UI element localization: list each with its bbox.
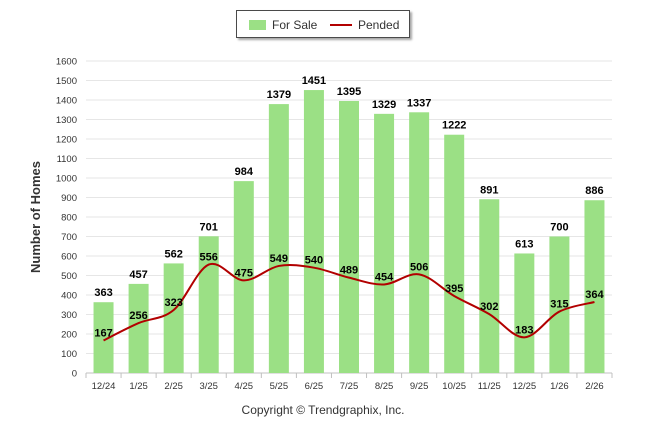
y-tick-label: 900: [61, 193, 77, 204]
x-tick-label: 12/25: [512, 381, 536, 392]
for-sale-value-label: 562: [164, 248, 182, 260]
x-tick-label: 7/25: [340, 381, 359, 392]
for-sale-value-label: 984: [235, 166, 254, 178]
pended-swatch: [330, 24, 352, 26]
pended-value-label: 323: [164, 297, 182, 309]
for-sale-value-label: 1222: [442, 120, 466, 132]
x-tick-label: 4/25: [235, 381, 254, 392]
for-sale-bar[interactable]: [549, 236, 570, 374]
x-tick-label: 1/25: [129, 381, 148, 392]
x-tick-label: 1/26: [550, 381, 569, 392]
for-sale-value-label: 886: [585, 185, 603, 197]
legend-item-for-sale[interactable]: For Sale: [249, 18, 317, 32]
for-sale-value-label: 1337: [407, 97, 431, 109]
y-tick-label: 1200: [56, 135, 77, 146]
y-tick-label: 800: [61, 213, 77, 224]
for-sale-value-label: 1451: [302, 75, 326, 87]
x-tick-label: 3/25: [199, 381, 218, 392]
x-tick-label: 9/25: [410, 381, 429, 392]
pended-value-label: 395: [445, 283, 463, 295]
pended-value-label: 256: [129, 310, 147, 322]
legend-label-for-sale: For Sale: [272, 18, 318, 32]
data-labels: 363 457 562 701 984 1379 1451 1395 1329 1337 1222 8…: [94, 75, 604, 339]
x-tick-label: 8/25: [375, 381, 394, 392]
for-sale-bar[interactable]: [93, 302, 114, 373]
for-sale-bar[interactable]: [198, 236, 219, 373]
y-tick-label: 1600: [56, 57, 77, 68]
for-sale-value-label: 1329: [372, 99, 396, 111]
y-tick-label: 1400: [56, 96, 77, 107]
y-tick-label: 1300: [56, 115, 77, 126]
pended-value-label: 364: [585, 289, 604, 301]
pended-value-label: 167: [94, 327, 112, 339]
y-tick-label: 1100: [57, 154, 77, 165]
for-sale-value-label: 457: [129, 269, 147, 281]
x-tick-label: 2/25: [164, 381, 183, 392]
legend-label-pended: Pended: [358, 18, 400, 32]
legend: For Sale Pended: [236, 10, 410, 38]
for-sale-value-label: 1395: [337, 86, 361, 98]
x-tick-label: 6/25: [305, 381, 324, 392]
y-tick-label: 200: [61, 330, 77, 341]
y-tick-label: 1500: [56, 76, 77, 87]
pended-value-label: 506: [410, 261, 428, 273]
for-sale-bar[interactable]: [444, 134, 465, 373]
for-sale-value-label: 701: [200, 221, 218, 233]
x-tick-label: 2/26: [585, 381, 604, 392]
for-sale-bar[interactable]: [339, 100, 359, 373]
for-sale-bar[interactable]: [303, 90, 324, 374]
for-sale-bar[interactable]: [374, 113, 395, 373]
for-sale-bar[interactable]: [233, 181, 254, 373]
y-tick-label: 100: [61, 349, 77, 360]
y-axis-ticks: 0 100 200 300 400 500 600 700 800 900 1000 1100 1200…: [56, 57, 77, 380]
copyright-text: Copyright © Trendgraphix, Inc.: [241, 403, 405, 417]
y-axis-label: Number of Homes: [28, 161, 43, 273]
pended-value-label: 549: [270, 253, 288, 265]
for-sale-bar[interactable]: [409, 112, 430, 373]
y-tick-label: 400: [61, 291, 77, 302]
pended-line: [103, 262, 595, 342]
for-sale-bar[interactable]: [163, 263, 184, 373]
for-sale-bars: [93, 90, 605, 374]
y-tick-label: 0: [72, 369, 77, 380]
y-tick-label: 300: [61, 310, 77, 321]
for-sale-bar[interactable]: [268, 104, 289, 373]
for-sale-bar[interactable]: [514, 253, 535, 373]
y-tick-label: 1000: [56, 174, 77, 185]
pended-value-label: 556: [200, 252, 218, 264]
y-tick-label: 600: [61, 252, 77, 263]
for-sale-bar[interactable]: [584, 200, 605, 373]
x-tick-label: 5/25: [270, 381, 289, 392]
for-sale-bar[interactable]: [128, 283, 149, 373]
pended-value-label: 540: [305, 255, 323, 267]
pended-value-label: 315: [550, 299, 568, 311]
pended-value-label: 475: [235, 267, 253, 279]
y-tick-label: 500: [61, 271, 77, 282]
pended-value-label: 454: [375, 271, 394, 283]
pended-value-label: 302: [480, 301, 498, 313]
pended-value-label: 489: [340, 265, 358, 277]
for-sale-value-label: 700: [550, 222, 568, 234]
legend-item-pended[interactable]: Pended: [330, 18, 399, 32]
x-tick-label: 10/25: [442, 381, 466, 392]
for-sale-value-label: 891: [480, 184, 498, 196]
for-sale-value-label: 613: [515, 238, 533, 250]
for-sale-swatch: [249, 20, 266, 30]
for-sale-value-label: 1379: [267, 89, 291, 101]
x-tick-label: 11/25: [478, 381, 501, 392]
for-sale-value-label: 363: [94, 287, 112, 299]
pended-value-label: 183: [515, 324, 533, 336]
x-axis: 12/24 1/25 2/25 3/25 4/25 5/25 6/25 7/25 8/25 9/2…: [85, 373, 613, 392]
y-tick-label: 700: [61, 232, 77, 243]
x-tick-label: 12/24: [92, 381, 116, 392]
for-sale-bar[interactable]: [479, 199, 500, 373]
